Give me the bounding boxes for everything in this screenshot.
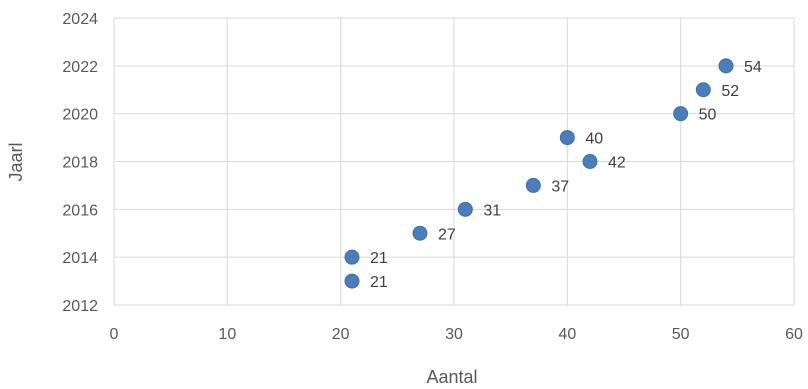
- data-label-9: 54: [744, 59, 762, 76]
- data-point-7: [673, 106, 689, 122]
- y-tick-label-0: 2012: [62, 298, 98, 315]
- x-tick-label-3: 30: [445, 326, 463, 343]
- data-point-4: [525, 177, 541, 193]
- data-label-6: 40: [585, 131, 603, 148]
- y-axis-title: Jaarl: [6, 142, 26, 181]
- gridlines: [113, 17, 795, 306]
- x-axis-tick-labels: 0 10 20 30 40 50 60: [110, 326, 803, 343]
- y-tick-label-4: 2020: [62, 107, 98, 124]
- data-point-1: [344, 249, 360, 265]
- y-tick-label-3: 2018: [62, 155, 98, 172]
- data-point-8: [695, 82, 711, 98]
- data-points: [344, 58, 734, 289]
- data-label-1: 21: [370, 250, 388, 267]
- x-tick-label-5: 50: [672, 326, 690, 343]
- data-label-4: 37: [551, 178, 569, 195]
- data-point-0: [344, 273, 360, 289]
- y-tick-label-2: 2016: [62, 202, 98, 219]
- y-tick-label-1: 2014: [62, 250, 98, 267]
- x-tick-label-0: 0: [110, 326, 119, 343]
- x-tick-label-1: 10: [218, 326, 236, 343]
- y-tick-label-5: 2022: [62, 59, 98, 76]
- data-point-2: [412, 225, 428, 241]
- data-label-8: 52: [721, 83, 739, 100]
- y-axis-tick-labels: 2012 2014 2016 2018 2020 2022 2024: [62, 11, 98, 315]
- data-label-2: 27: [438, 226, 456, 243]
- x-tick-label-6: 60: [785, 326, 803, 343]
- data-point-5: [582, 154, 598, 169]
- data-point-9: [718, 58, 734, 74]
- data-label-7: 50: [699, 107, 717, 124]
- data-label-3: 31: [483, 202, 501, 219]
- data-point-3: [457, 201, 473, 217]
- x-tick-label-2: 20: [332, 326, 350, 343]
- y-tick-label-6: 2024: [62, 11, 98, 28]
- data-point-6: [559, 130, 575, 146]
- x-tick-label-4: 40: [558, 326, 576, 343]
- data-label-0: 21: [370, 274, 388, 291]
- data-label-5: 42: [608, 155, 626, 172]
- x-axis-title: Aantal: [426, 367, 477, 387]
